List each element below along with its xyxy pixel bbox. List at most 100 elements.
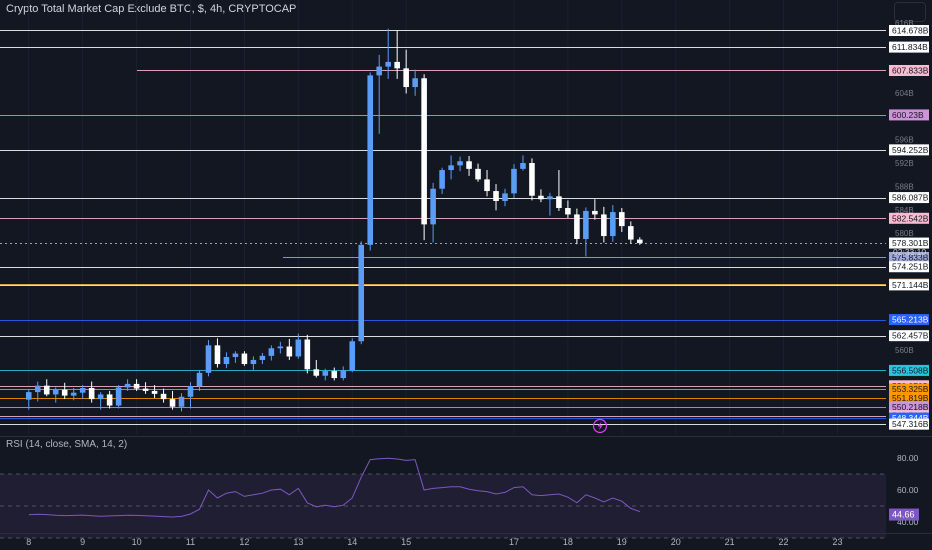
candle-body: [34, 385, 41, 393]
candle: [340, 366, 347, 381]
candle-body: [484, 179, 490, 192]
candle-body: [385, 61, 391, 67]
candle: [205, 340, 212, 377]
price-label-text: 565.213B: [892, 315, 929, 325]
price-label-box: [889, 109, 929, 121]
candle: [394, 30, 400, 79]
rsi-band: [0, 473, 886, 539]
price-labels: 614.678B611.834B607.833B600.23B594.252B5…: [889, 24, 929, 430]
candle: [385, 28, 391, 79]
candle: [169, 390, 176, 410]
price-label: 551.819B: [889, 392, 929, 404]
candle: [466, 156, 472, 176]
price-label-box: [889, 261, 929, 273]
candle: [52, 387, 59, 403]
candle-body: [421, 78, 427, 225]
price-pane[interactable]: 616B 604B 596B 592B 588B 584B 580B 560B 614.678…: [0, 0, 932, 434]
time-tick-label: 13: [293, 537, 303, 547]
price-label-box: [889, 412, 929, 424]
candle-body: [340, 370, 347, 379]
candle: [61, 382, 68, 400]
price-label: 548.344B: [889, 412, 929, 424]
candle-body: [358, 244, 365, 342]
price-label-text: 611.834B: [892, 42, 928, 52]
price-label: 550.218B: [889, 401, 929, 413]
time-tick-label: 21: [725, 537, 735, 547]
candle: [358, 241, 365, 345]
price-label-text: 574.251B: [892, 262, 929, 272]
rsi-tick-label: 80.00: [897, 453, 919, 463]
candle: [628, 221, 634, 244]
price-label-text: 556.508B: [892, 365, 929, 375]
countdown-label: 02:33:10: [893, 247, 926, 257]
price-label-text: 571.144B: [892, 280, 929, 290]
candle-body: [25, 392, 32, 400]
price-label-box: [889, 144, 929, 156]
price-label-box: [889, 41, 929, 53]
chart-title: Crypto Total Market Cap Exclude BTC, $, …: [6, 3, 297, 15]
candle: [214, 338, 221, 368]
price-label: 607.833B: [889, 64, 929, 76]
candle: [151, 385, 158, 398]
candle-body: [304, 339, 311, 370]
candle: [331, 367, 338, 381]
candle: [547, 192, 553, 216]
price-label: 614.678B: [889, 24, 929, 36]
candle-body: [214, 345, 221, 365]
price-label-box: [889, 192, 929, 204]
candle-body: [412, 78, 418, 88]
candle-body: [565, 208, 571, 215]
price-label-text: 575.833B: [892, 252, 929, 262]
time-tick-label: 14: [347, 537, 357, 547]
candle-body: [133, 383, 140, 389]
candle: [601, 206, 607, 243]
rsi-line: [28, 457, 640, 518]
candle: [430, 182, 436, 243]
price-label: 611.834B: [889, 41, 929, 53]
candle: [556, 170, 562, 211]
price-label: 571.144B: [889, 279, 929, 291]
candle-body: [88, 388, 95, 400]
candle-body: [331, 371, 338, 379]
candle-body: [439, 170, 445, 189]
candle: [637, 237, 643, 245]
candle: [574, 208, 580, 245]
candle: [421, 74, 427, 241]
price-label: 565.213B: [889, 314, 929, 326]
candle: [88, 381, 95, 403]
candle-body: [430, 188, 436, 225]
price-grid: [28, 0, 838, 434]
candle: [520, 155, 526, 171]
candle-body: [349, 341, 356, 371]
candle-body: [610, 212, 616, 237]
candle: [376, 54, 382, 134]
fullscreen-button[interactable]: [894, 2, 926, 22]
alert-icon[interactable]: [592, 418, 608, 434]
candle: [448, 155, 454, 180]
candle-body: [223, 357, 230, 365]
candle: [286, 338, 293, 360]
rsi-tick-label: 40.00: [897, 517, 919, 527]
time-tick-label: 19: [617, 537, 627, 547]
candle-body: [556, 196, 562, 209]
candle: [322, 368, 329, 381]
candle-body: [196, 372, 203, 387]
candle: [475, 163, 481, 182]
price-label-text: 614.678B: [892, 25, 929, 35]
candle: [304, 334, 311, 374]
price-tick-label: 584B: [895, 206, 914, 215]
candle-body: [493, 191, 499, 202]
price-tick-label: 596B: [895, 136, 914, 145]
candle: [565, 200, 571, 218]
candle-body: [106, 394, 113, 406]
price-label: 594.252B: [889, 144, 929, 156]
candle: [259, 352, 266, 365]
candle-body: [457, 161, 463, 166]
candle: [79, 385, 86, 400]
price-label-text: 600.23B: [892, 110, 924, 120]
price-label: 574.251B: [889, 261, 929, 273]
price-tick-label: 560B: [895, 346, 914, 355]
price-label-box: [889, 330, 929, 342]
candle-body: [250, 359, 257, 365]
candle-body: [61, 389, 68, 396]
